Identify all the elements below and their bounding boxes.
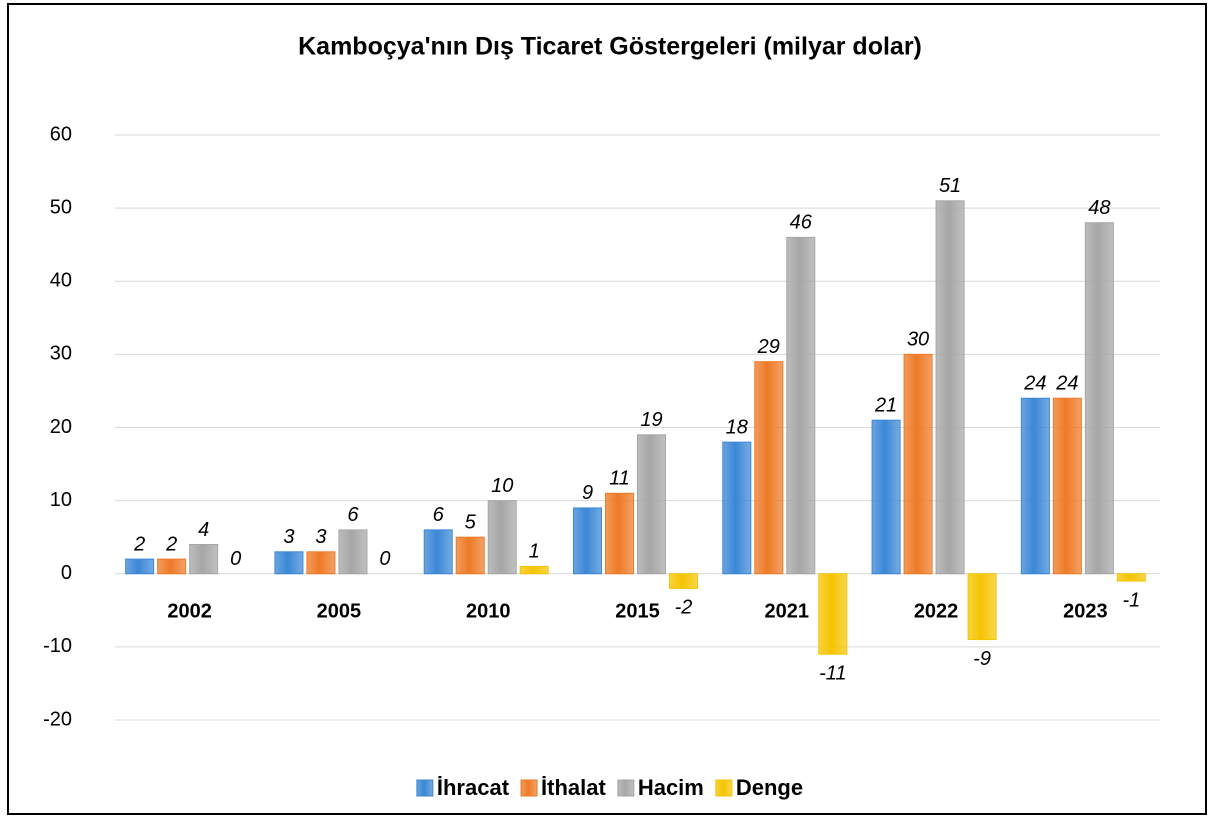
data-label: 0: [379, 548, 390, 570]
bar: [1020, 397, 1050, 575]
chart-title: Kamboçya'nın Dış Ticaret Göstergeleri (m…: [298, 33, 922, 61]
bar: [1116, 573, 1146, 582]
legend-label: Hacim: [638, 775, 704, 800]
legend: İhracat İthalat Hacim Denge: [416, 775, 803, 800]
data-label: 6: [347, 504, 359, 526]
x-tick-label: 2022: [914, 600, 959, 622]
bar: [157, 558, 187, 575]
bar: [573, 507, 602, 575]
bar: [637, 434, 666, 575]
bar: [306, 551, 336, 575]
x-tick-label: 2015: [615, 600, 660, 622]
bar: [1052, 397, 1082, 575]
legend-label: İthalat: [541, 775, 606, 800]
y-tick-label: 60: [50, 123, 72, 145]
data-label: 0: [230, 548, 241, 570]
y-tick-label: -10: [43, 635, 72, 657]
bar: [189, 544, 219, 575]
data-label: 9: [582, 482, 593, 504]
bar: [903, 353, 933, 575]
x-tick-label: 2010: [466, 600, 511, 622]
y-tick-label: 50: [50, 196, 72, 218]
y-tick-label: 0: [61, 562, 72, 584]
data-label: 48: [1088, 197, 1110, 219]
bar: [786, 236, 816, 575]
bar: [871, 419, 901, 575]
data-label: 3: [315, 526, 326, 548]
data-label: 29: [757, 336, 780, 358]
data-label: 2: [165, 533, 177, 555]
legend-swatch: [715, 779, 733, 797]
data-label: 51: [939, 175, 961, 197]
x-tick-label: 2021: [765, 600, 810, 622]
data-label: -1: [1122, 589, 1140, 611]
data-label: 18: [726, 416, 748, 438]
data-label: -9: [973, 648, 991, 670]
x-tick-label: 2002: [167, 600, 212, 622]
data-label: 24: [1023, 373, 1046, 395]
bar: [754, 361, 784, 575]
legend-swatch: [416, 779, 434, 797]
legend-label: Denge: [736, 775, 803, 800]
data-label: 11: [609, 468, 630, 490]
bar: [818, 573, 848, 655]
y-tick-label: -20: [43, 708, 72, 730]
y-tick-label: 20: [50, 416, 72, 438]
chart-border: [7, 3, 1207, 815]
bar: [967, 573, 997, 641]
bar: [605, 492, 634, 575]
bar: [455, 536, 485, 575]
bar: [338, 529, 368, 575]
bar: [935, 200, 965, 575]
y-tick-label: 40: [50, 270, 72, 292]
data-label: 6: [433, 504, 445, 526]
data-label: 19: [640, 409, 662, 431]
legend-swatch: [520, 779, 538, 797]
data-label: -11: [819, 662, 846, 684]
data-label: 46: [790, 212, 813, 234]
bar: [669, 573, 698, 589]
y-tick-label: 10: [50, 489, 72, 511]
data-label: 1: [529, 541, 540, 563]
data-label: 3: [283, 526, 294, 548]
legend-label: İhracat: [437, 775, 510, 800]
data-label: 24: [1055, 373, 1078, 395]
data-label: 21: [874, 394, 897, 416]
x-tick-label: 2023: [1063, 600, 1108, 622]
x-tick-label: 2005: [317, 600, 362, 622]
bar: [125, 558, 155, 575]
bar: [274, 551, 304, 575]
bar: [487, 500, 517, 575]
y-tick-label: 30: [50, 343, 72, 365]
data-label: 30: [907, 329, 929, 351]
bar: [423, 529, 453, 575]
data-label: 5: [465, 511, 477, 533]
bar: [519, 565, 549, 575]
bar: [1084, 222, 1114, 575]
data-label: 4: [198, 519, 209, 541]
bar: [722, 441, 752, 575]
legend-swatch: [617, 779, 635, 797]
data-label: 2: [133, 533, 145, 555]
data-label: 10: [491, 475, 513, 497]
data-label: -2: [675, 597, 693, 619]
